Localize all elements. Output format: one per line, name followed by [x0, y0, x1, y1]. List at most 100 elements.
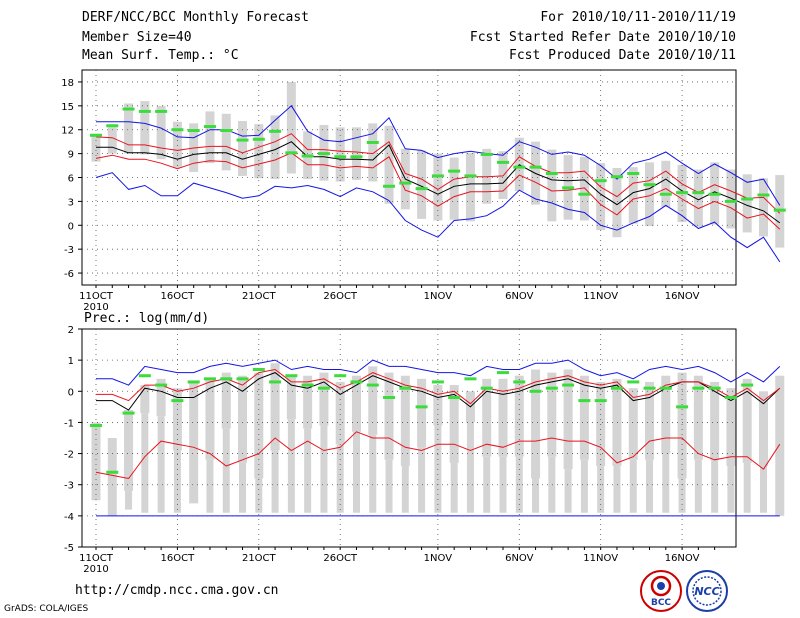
prec-observed-marker [90, 424, 102, 428]
prec-ensemble-box [563, 369, 573, 470]
temp-xtick-label: 11OCT [79, 291, 114, 302]
prec-observed-marker [692, 386, 705, 390]
prec-xtick-label: 1NOV [424, 553, 453, 564]
prec-ensemble-whisker [401, 466, 409, 513]
prec-observed-marker [724, 396, 737, 400]
temp-lower-line [95, 152, 781, 230]
prec-ensemble-box [677, 372, 687, 479]
temp-observed-marker [90, 133, 102, 137]
temp-ensemble-box [254, 124, 264, 179]
temp-observed-marker [578, 192, 591, 196]
prec-ensemble-whisker [271, 450, 279, 513]
prec-xtick-label: 11NOV [583, 553, 618, 564]
prec-ensemble-whisker [548, 456, 556, 513]
prec-observed-marker [594, 399, 607, 403]
prec-observed-marker [448, 396, 461, 400]
temp-observed-marker [643, 183, 656, 187]
prec-ensemble-whisker [662, 453, 670, 513]
temp-observed-marker [415, 187, 428, 191]
temp-observed-marker [627, 172, 640, 176]
prec-ensemble-whisker [466, 422, 474, 513]
ncc-logo: NCC [686, 570, 728, 612]
temp-observed-marker [448, 169, 461, 173]
prec-ensemble-whisker [352, 431, 360, 513]
prec-ensemble-box [91, 422, 101, 501]
temp-ytick-label: 3 [68, 197, 74, 208]
temp-ensemble-box [384, 125, 394, 204]
prec-ytick-label: 1 [68, 356, 74, 367]
prec-ensemble-whisker [580, 459, 588, 513]
prec-observed-marker [383, 396, 396, 400]
prec-ensemble-box [661, 375, 671, 454]
prec-xtick-label: 11OCT [79, 553, 114, 564]
temp-observed-marker [350, 155, 363, 159]
temp-ensemble-box [693, 169, 703, 227]
source-url[interactable]: http://cmdp.ncc.cma.gov.cn [75, 583, 279, 598]
temp-ensemble-box [612, 167, 622, 238]
temp-ensemble-box [335, 127, 345, 182]
temp-ensemble-box [140, 101, 150, 155]
temp-ensemble-box [579, 156, 589, 221]
prec-ensemble-whisker [222, 428, 230, 513]
grads-credit: GrADS: COLA/IGES [4, 604, 89, 614]
temp-ytick-label: 0 [68, 221, 74, 232]
temp-ensemble-box [172, 121, 182, 168]
prec-ensemble-box [693, 375, 703, 460]
prec-observed-marker [106, 470, 119, 474]
prec-ytick-label: -3 [64, 481, 74, 492]
prec-observed-marker [545, 386, 558, 390]
temp-xtick-label: 21OCT [242, 291, 277, 302]
temp-xtick-label: 6NOV [505, 291, 534, 302]
temp-observed-marker [383, 184, 396, 188]
temp-observed-marker [659, 192, 672, 196]
prec-ensemble-box [514, 375, 524, 457]
temp-ytick-label: 12 [61, 126, 74, 137]
temp-observed-marker [594, 179, 607, 183]
temp-ensemble-box [661, 160, 671, 207]
temp-ensemble-box [628, 167, 638, 224]
temp-ensemble-box [449, 157, 459, 220]
prec-observed-marker [741, 383, 754, 387]
prec-ensemble-box [726, 388, 736, 467]
prec-observed-marker [220, 377, 233, 381]
prec-observed-marker [610, 386, 623, 390]
temp-xtick-label: 11NOV [583, 291, 618, 302]
prec-observed-marker [122, 411, 135, 415]
prec-ensemble-box [449, 385, 459, 463]
prec-ensemble-whisker [483, 456, 491, 513]
temp-ensemble-box [286, 81, 296, 174]
temp-observed-marker [676, 191, 689, 195]
prec-ensemble-box [400, 375, 410, 467]
prec-ensemble-whisker [320, 425, 328, 513]
temp-observed-marker [610, 175, 623, 179]
prec-ensemble-box [742, 378, 752, 463]
temp-ensemble-box [758, 178, 768, 237]
prec-ytick-label: -4 [64, 512, 74, 523]
temp-ytick-label: 18 [61, 78, 74, 89]
temp-observed-marker [171, 128, 184, 132]
temp-observed-marker [220, 129, 233, 133]
temp-observed-marker [203, 125, 216, 129]
prec-observed-marker [285, 374, 298, 378]
prec-ensemble-whisker [743, 462, 751, 513]
temp-observed-marker [269, 129, 282, 133]
prec-ensemble-whisker [450, 462, 458, 513]
temp-observed-marker [741, 197, 754, 201]
temp-observed-marker [464, 174, 477, 178]
prec-ensemble-box [579, 375, 589, 460]
prec-ensemble-box [107, 438, 117, 516]
prec-ensemble-box [205, 378, 215, 460]
prec-ensemble-box [482, 378, 492, 457]
temp-observed-marker [399, 181, 412, 185]
temp-ensemble-box [238, 120, 248, 176]
prec-ensemble-whisker [157, 416, 165, 513]
temp-observed-marker [138, 109, 151, 113]
prec-ensemble-box [319, 372, 329, 426]
prec-observed-marker [366, 383, 379, 387]
temp-ensemble-box [498, 151, 508, 199]
prec-observed-marker [431, 380, 444, 384]
prec-ensemble-whisker [613, 466, 621, 513]
prec-observed-marker [627, 380, 640, 384]
prec-ensemble-box [286, 375, 296, 420]
prec-ensemble-box [498, 378, 508, 457]
